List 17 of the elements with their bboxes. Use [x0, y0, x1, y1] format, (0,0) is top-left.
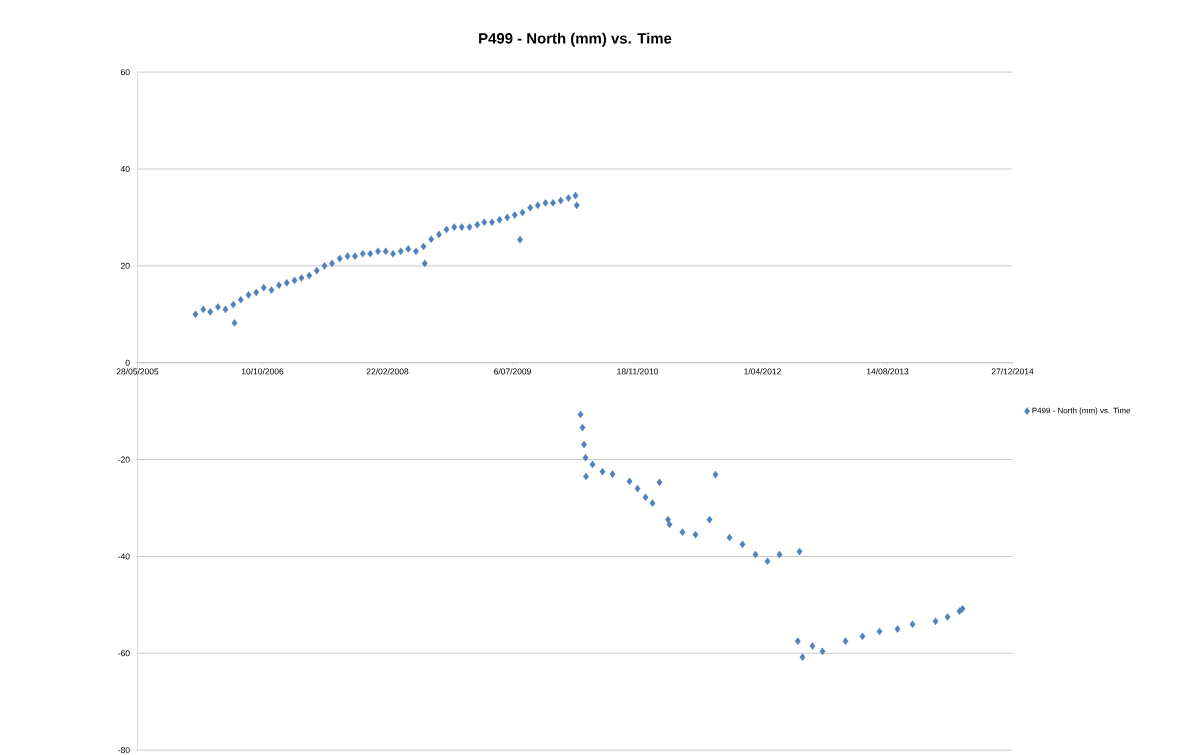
chart-title: P499 - North (mm) vs. Time: [479, 32, 672, 47]
x-tick-label: 18/11/2010: [617, 368, 659, 375]
x-tick-label: 28/05/2005: [116, 368, 159, 375]
y-tick-label: -80: [118, 747, 130, 754]
x-tick-label: 27/12/2014: [991, 368, 1034, 375]
x-tick-label: 14/08/2013: [866, 368, 909, 375]
y-tick-label: 60: [121, 69, 130, 76]
x-tick-label: 10/10/2006: [241, 368, 284, 375]
y-tick-label: 40: [120, 166, 130, 172]
x-tick-label: 1/04/2012: [744, 368, 781, 375]
y-tick-label: -60: [118, 650, 130, 657]
y-tick-label: -40: [118, 553, 130, 560]
x-tick-label: 6/07/2009: [494, 368, 531, 375]
y-tick-label: -20: [118, 456, 130, 463]
x-tick-label: 22/02/2008: [366, 368, 409, 375]
y-tick-label: 0: [125, 359, 130, 366]
y-tick-label: 20: [120, 262, 130, 269]
